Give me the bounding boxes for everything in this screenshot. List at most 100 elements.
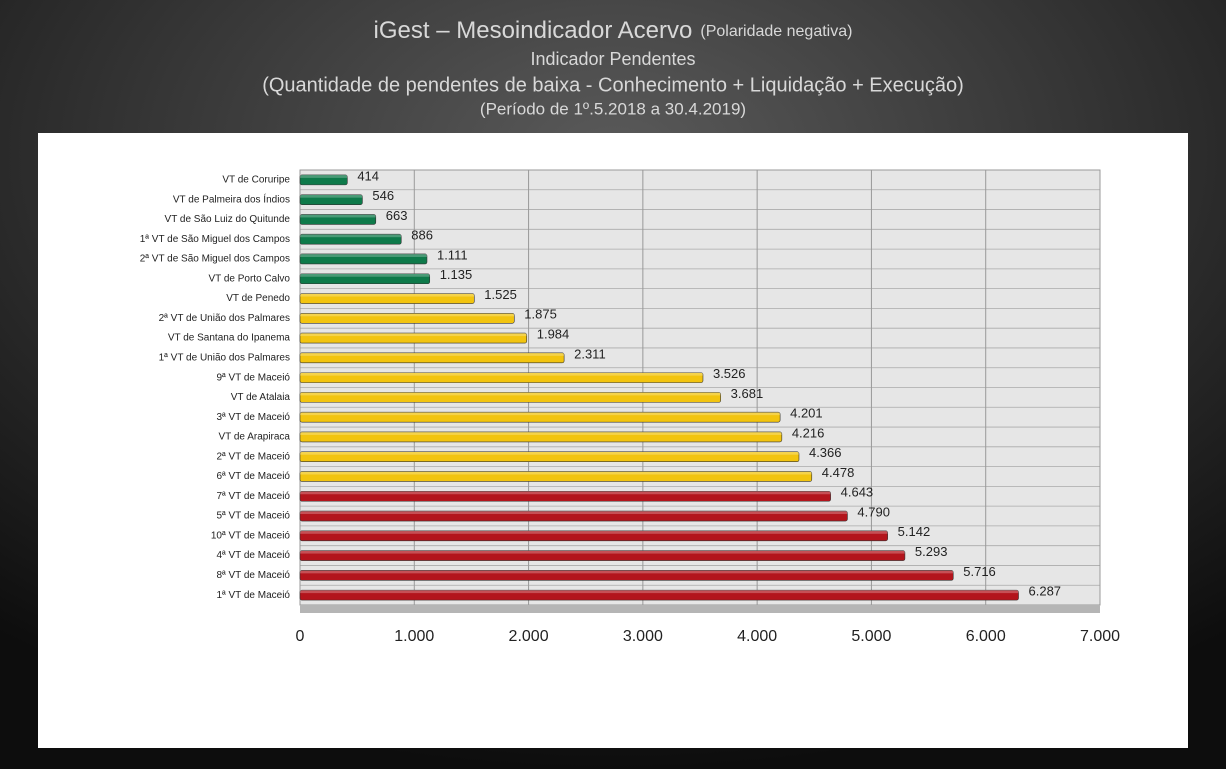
bar-top — [300, 194, 363, 198]
x-tick-label: 7.000 — [1080, 628, 1120, 645]
bar — [299, 174, 348, 186]
value-label: 4.216 — [792, 425, 825, 440]
y-tick-label: VT de Penedo — [226, 293, 290, 304]
bar-top — [300, 313, 515, 317]
bar-top — [300, 293, 475, 297]
bar — [299, 332, 528, 344]
title-main: iGest – Mesoindicador Acervo — [374, 17, 693, 44]
value-label: 2.311 — [574, 346, 606, 361]
value-label: 414 — [357, 168, 379, 183]
bar — [299, 570, 954, 581]
value-label: 1.525 — [484, 287, 517, 302]
period: (Período de 1º.5.2018 a 30.4.2019) — [480, 99, 746, 118]
bar — [299, 194, 363, 205]
value-label: 4.201 — [790, 406, 823, 421]
bar — [299, 589, 1019, 601]
y-tick-label: 1ª VT de Maceió — [216, 590, 290, 601]
y-tick-label: 2ª VT de São Miguel dos Campos — [140, 254, 290, 265]
bar — [299, 530, 888, 542]
bar-top — [300, 333, 527, 337]
y-tick-label: VT de São Luiz do Quitunde — [165, 214, 291, 225]
bar-top — [300, 273, 430, 277]
bar-top — [300, 234, 402, 238]
bar — [299, 431, 783, 443]
y-tick-label: VT de Coruripe — [222, 175, 290, 186]
value-label: 3.681 — [731, 386, 764, 401]
value-label: 1.875 — [524, 307, 557, 322]
bar — [299, 550, 906, 561]
value-label: 5.716 — [963, 564, 996, 579]
value-label: 5.293 — [915, 544, 948, 559]
bar — [299, 293, 475, 304]
bar — [299, 214, 377, 225]
bar-top — [300, 550, 905, 554]
value-label: 1.111 — [437, 247, 468, 262]
y-tick-label: 10ª VT de Maceió — [211, 530, 291, 541]
bar — [299, 471, 813, 482]
bar — [299, 372, 704, 383]
bar — [299, 273, 431, 285]
value-label: 1.135 — [440, 267, 473, 282]
value-label: 4.790 — [857, 504, 890, 519]
x-tick-label: 4.000 — [737, 628, 777, 645]
bar-top — [300, 451, 799, 455]
plot-floor — [300, 605, 1100, 613]
bar-top — [300, 214, 376, 218]
x-tick-label: 6.000 — [966, 628, 1006, 645]
y-tick-label: 4ª VT de Maceió — [216, 550, 290, 561]
bar-top — [300, 412, 781, 416]
bar — [299, 490, 831, 502]
y-tick-label: VT de Atalaia — [231, 392, 291, 403]
y-tick-label: 1ª VT de União dos Palmares — [159, 352, 290, 363]
bar-top — [300, 471, 812, 475]
x-tick-label: 3.000 — [623, 628, 663, 645]
bar-top — [300, 174, 348, 178]
value-label: 6.287 — [1029, 584, 1062, 599]
value-label: 886 — [411, 228, 433, 243]
y-tick-label: VT de Palmeira dos Índios — [173, 192, 290, 205]
value-label: 4.478 — [822, 465, 855, 480]
bar — [299, 411, 781, 423]
y-tick-label: VT de Arapiraca — [218, 432, 290, 443]
bar-top — [300, 590, 1019, 594]
x-tick-label: 1.000 — [394, 628, 434, 645]
value-label: 1.984 — [537, 327, 570, 342]
y-tick-label: 7ª VT de Maceió — [216, 491, 290, 502]
y-tick-label: 5ª VT de Maceió — [216, 511, 290, 522]
bar — [299, 451, 800, 463]
description: (Quantidade de pendentes de baixa - Conh… — [262, 74, 964, 96]
y-tick-label: 2ª VT de União dos Palmares — [159, 313, 290, 324]
y-tick-label: 8ª VT de Maceió — [216, 570, 290, 581]
value-label: 4.366 — [809, 445, 842, 460]
value-label: 5.142 — [898, 524, 931, 539]
bar — [299, 253, 428, 265]
x-tick-label: 5.000 — [851, 628, 891, 645]
bar — [299, 312, 515, 324]
bar — [299, 233, 402, 245]
y-tick-label: 9ª VT de Maceió — [216, 372, 290, 383]
subtitle: Indicador Pendentes — [530, 49, 695, 69]
bar-top — [300, 491, 831, 495]
title-note: (Polaridade negativa) — [700, 23, 852, 40]
y-tick-label: 2ª VT de Maceió — [216, 451, 290, 462]
bar-top — [300, 392, 721, 396]
x-tick-label: 0 — [296, 628, 305, 645]
y-tick-label: VT de Porto Calvo — [208, 273, 290, 284]
bar — [299, 352, 565, 364]
value-label: 4.643 — [841, 485, 874, 500]
bar-top — [300, 511, 848, 515]
y-tick-label: 3ª VT de Maceió — [216, 412, 290, 423]
y-tick-label: 6ª VT de Maceió — [216, 471, 290, 482]
bar-top — [300, 431, 782, 435]
bar-top — [300, 530, 888, 534]
bar-top — [300, 570, 954, 574]
bar — [299, 510, 848, 522]
value-label: 546 — [372, 188, 394, 203]
chart-title: iGest – Mesoindicador Acervo (Polaridade … — [374, 17, 853, 44]
value-label: 663 — [386, 208, 408, 223]
x-tick-label: 2.000 — [509, 628, 549, 645]
bar-top — [300, 372, 703, 376]
y-tick-label: 1ª VT de São Miguel dos Campos — [140, 234, 290, 245]
value-label: 3.526 — [713, 366, 746, 381]
